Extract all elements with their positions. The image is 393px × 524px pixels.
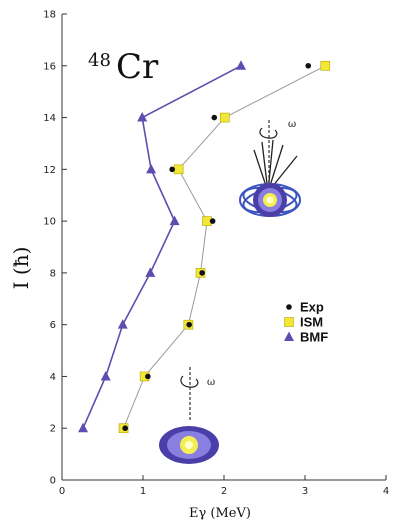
data-point-exp <box>211 114 218 121</box>
legend-marker-ism <box>284 317 294 327</box>
legend-label-exp: Exp <box>300 300 324 315</box>
data-point-bmf <box>169 215 180 226</box>
y-ticks: 0 2 4 6 8 10 12 14 16 18 <box>43 10 67 487</box>
x-tick-label: 1 <box>140 486 146 497</box>
legend-marker-bmf <box>284 331 294 341</box>
y-tick-label: 8 <box>50 268 56 279</box>
x-axis-title-main: Eγ <box>189 506 206 521</box>
y-tick-label: 6 <box>50 320 56 331</box>
data-point-bmf <box>145 267 156 277</box>
y-axis-title-unit: (ħ) <box>9 247 33 276</box>
y-tick-label: 2 <box>50 424 56 435</box>
y-axis-title-main: I <box>9 281 33 289</box>
omega-label-bottom: ω <box>207 377 215 388</box>
y-tick-label: 18 <box>43 10 56 21</box>
data-point-exp <box>305 62 312 69</box>
title-element: Cr <box>116 47 159 87</box>
series-layer <box>78 60 331 434</box>
series-line-bmf <box>82 65 242 429</box>
x-tick-label: 0 <box>59 486 65 497</box>
data-point-bmf <box>78 422 89 433</box>
data-point-bmf <box>236 60 247 70</box>
title-mass-number: 48 <box>88 50 111 71</box>
x-axis-title: Eγ (MeV) <box>189 506 251 521</box>
data-point-exp <box>145 373 151 380</box>
x-tick-label: 3 <box>302 486 308 497</box>
omega-label-top: ω <box>288 119 296 130</box>
y-tick-label: 12 <box>43 165 56 176</box>
data-point-exp <box>199 270 205 276</box>
data-point-ism <box>220 112 230 123</box>
x-axis-title-unit: (MeV) <box>210 506 251 521</box>
rotating-nucleus-illustration <box>239 120 301 217</box>
series-line-ism <box>123 65 326 429</box>
data-point-exp <box>169 166 175 173</box>
data-point-exp <box>209 218 216 224</box>
data-point-exp <box>186 321 192 328</box>
legend-marker-exp <box>286 304 292 310</box>
data-point-bmf <box>100 370 111 381</box>
legend-label-bmf: BMF <box>300 330 328 345</box>
data-point-bmf <box>146 163 157 174</box>
data-point-ism <box>320 60 331 71</box>
y-tick-label: 4 <box>50 372 56 383</box>
y-axis-title: I (ħ) <box>9 247 33 290</box>
data-point-ism <box>173 164 184 175</box>
y-tick-label: 14 <box>43 113 56 124</box>
data-point-bmf <box>137 112 148 122</box>
series-exp <box>122 62 312 432</box>
x-ticks: 0 1 2 3 4 <box>59 475 389 497</box>
y-tick-label: 0 <box>50 476 56 487</box>
y-tick-label: 16 <box>43 61 56 72</box>
y-tick-label: 10 <box>43 217 56 228</box>
chart-title: 48 Cr <box>88 47 159 87</box>
legend-label-ism: ISM <box>300 315 323 330</box>
data-point-bmf <box>117 319 128 329</box>
series-bmf <box>78 60 247 433</box>
x-tick-label: 4 <box>383 486 389 497</box>
data-point-exp <box>122 425 128 432</box>
ground-state-nucleus-illustration <box>159 367 219 464</box>
x-tick-label: 2 <box>221 486 227 497</box>
